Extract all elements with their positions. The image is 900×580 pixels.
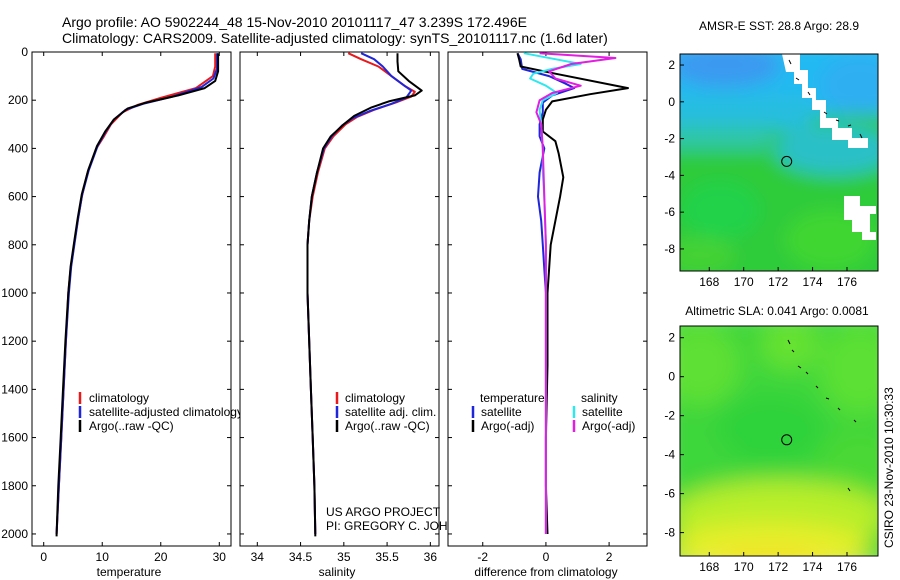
salinity-lines bbox=[306, 52, 423, 537]
y-tick-label: 400 bbox=[8, 141, 28, 155]
salinity-legend: climatology satellite adj. clim. Argo(..… bbox=[335, 391, 436, 433]
difference-ticks: -2 0 2 bbox=[448, 51, 647, 564]
y-tick-label: -2 bbox=[664, 132, 675, 146]
x-tick-label: 170 bbox=[734, 560, 754, 574]
credit-line-2: PI: GREGORY C. JOHNSON bbox=[326, 519, 482, 533]
y-tick-label: -6 bbox=[664, 205, 675, 219]
sst-ticks: 168 170 172 174 176 -8 -6 -4 -2 0 2 bbox=[664, 58, 857, 289]
credit-line-1: US ARGO PROJECT bbox=[326, 505, 441, 519]
y-tick-label: 0 bbox=[668, 370, 675, 384]
difference-xlabel: difference from climatology bbox=[474, 565, 617, 579]
y-tick-label: 0 bbox=[668, 95, 675, 109]
legend-temperature-satellite: satellite bbox=[481, 405, 522, 419]
difference-legend: temperature satellite Argo(-adj) salinit… bbox=[471, 391, 635, 433]
legend-salinity-title: salinity bbox=[581, 391, 618, 405]
series-line-argo bbox=[55, 53, 220, 537]
x-tick-label: 0 bbox=[543, 550, 550, 564]
sst-coastlines bbox=[788, 59, 863, 139]
title-line-2: Climatology: CARS2009. Satellite-adjuste… bbox=[62, 30, 608, 46]
sst-argo-marker bbox=[781, 155, 793, 167]
y-tick-label: 2000 bbox=[1, 527, 28, 541]
sla-argo-marker bbox=[781, 434, 793, 446]
temperature-lines bbox=[55, 53, 220, 537]
sst-map-title: AMSR-E SST: 28.8 Argo: 28.9 bbox=[699, 19, 859, 33]
legend-salinity-argo: Argo(-adj) bbox=[582, 419, 635, 433]
y-tick-label: 800 bbox=[8, 238, 28, 252]
sla-coastlines bbox=[787, 339, 857, 492]
x-tick-label: 176 bbox=[837, 275, 857, 289]
x-tick-label: 36 bbox=[424, 550, 438, 564]
sst-land-mask bbox=[782, 54, 876, 240]
salinity-panel: 34 34.5 35 35.5 36 salinity climatology sate… bbox=[239, 51, 482, 579]
y-tick-label: 1600 bbox=[1, 431, 28, 445]
temperature-legend: climatology satellite-adjusted climatolo… bbox=[78, 391, 243, 433]
y-tick-label: 600 bbox=[8, 190, 28, 204]
y-tick-label: 200 bbox=[8, 93, 28, 107]
y-tick-label: -8 bbox=[664, 526, 675, 540]
legend-argo: Argo(..raw -QC) bbox=[89, 419, 174, 433]
legend-temperature-title: temperature bbox=[480, 391, 545, 405]
title-line-1: Argo profile: AO 5902244_48 15-Nov-2010 … bbox=[62, 14, 527, 30]
temperature-panel: 0 10 20 30 0 200 400 600 800 1000 1200 1400 1600 1800… bbox=[1, 45, 243, 579]
x-tick-label: 35.5 bbox=[375, 550, 399, 564]
legend-argo: Argo(..raw -QC) bbox=[345, 419, 430, 433]
legend-climatology: climatology bbox=[345, 391, 405, 405]
sla-map: Altimetric SLA: 0.041 Argo: 0.0081 bbox=[664, 304, 879, 574]
legend-climatology: climatology bbox=[89, 391, 149, 405]
x-tick-label: 172 bbox=[768, 560, 788, 574]
sla-ticks: 168 170 172 174 176 -8 -6 -4 -2 0 2 bbox=[664, 331, 857, 574]
x-tick-label: 168 bbox=[699, 560, 719, 574]
y-tick-label: -4 bbox=[664, 448, 675, 462]
y-tick-label: 1200 bbox=[1, 334, 28, 348]
legend-salinity-satellite: satellite bbox=[582, 405, 623, 419]
x-tick-label: 170 bbox=[734, 275, 754, 289]
x-tick-label: 10 bbox=[96, 550, 110, 564]
y-tick-label: 1400 bbox=[1, 382, 28, 396]
salinity-axes-frame bbox=[239, 51, 440, 547]
sst-field bbox=[680, 54, 878, 271]
legend-temperature-argo: Argo(-adj) bbox=[481, 419, 534, 433]
sst-map: AMSR-E SST: 28.8 Argo: 28.9 bbox=[664, 19, 879, 289]
series-line-salinity-argo bbox=[535, 52, 617, 534]
sla-field bbox=[680, 326, 878, 556]
x-tick-label: 34 bbox=[251, 550, 265, 564]
x-tick-label: 176 bbox=[837, 560, 857, 574]
sla-axes-frame bbox=[679, 325, 879, 557]
x-tick-label: -2 bbox=[477, 550, 488, 564]
y-tick-label: 1800 bbox=[1, 479, 28, 493]
y-tick-label: -2 bbox=[664, 409, 675, 423]
salinity-xlabel: salinity bbox=[319, 565, 356, 579]
temperature-xlabel: temperature bbox=[97, 565, 162, 579]
difference-lines bbox=[516, 52, 629, 535]
legend-satellite-adj: satellite adj. clim. bbox=[345, 405, 436, 419]
legend-satellite-adjusted: satellite-adjusted climatology bbox=[89, 405, 243, 419]
x-tick-label: 2 bbox=[606, 550, 613, 564]
temperature-axes-frame bbox=[31, 51, 232, 547]
series-line-argo bbox=[306, 53, 423, 537]
x-tick-label: 35 bbox=[337, 550, 351, 564]
y-tick-label: 1000 bbox=[1, 286, 28, 300]
x-tick-label: 0 bbox=[40, 550, 47, 564]
x-tick-label: 172 bbox=[768, 275, 788, 289]
x-tick-label: 20 bbox=[154, 550, 168, 564]
salinity-ticks: 34 34.5 35 35.5 36 bbox=[240, 51, 439, 564]
side-timestamp: CSIRO 23-Nov-2010 10:30:33 bbox=[882, 387, 896, 548]
y-tick-label: -8 bbox=[664, 242, 675, 256]
x-tick-label: 168 bbox=[699, 275, 719, 289]
x-tick-label: 174 bbox=[803, 560, 823, 574]
difference-panel: -2 0 2 difference from climatology tempera… bbox=[447, 51, 648, 579]
sla-map-title: Altimetric SLA: 0.041 Argo: 0.0081 bbox=[685, 304, 869, 318]
x-tick-label: 174 bbox=[803, 275, 823, 289]
sst-axes-frame bbox=[679, 53, 879, 272]
x-tick-label: 30 bbox=[213, 550, 227, 564]
x-tick-label: 34.5 bbox=[289, 550, 313, 564]
y-tick-label: 2 bbox=[668, 58, 675, 72]
y-tick-label: 0 bbox=[21, 45, 28, 59]
y-tick-label: -6 bbox=[664, 487, 675, 501]
temperature-ticks: 0 10 20 30 0 200 400 600 800 1000 1200 1400 1600 1800… bbox=[1, 45, 231, 564]
y-tick-label: -4 bbox=[664, 168, 675, 182]
y-tick-label: 2 bbox=[668, 331, 675, 345]
series-line-temperature-argo bbox=[516, 52, 629, 535]
